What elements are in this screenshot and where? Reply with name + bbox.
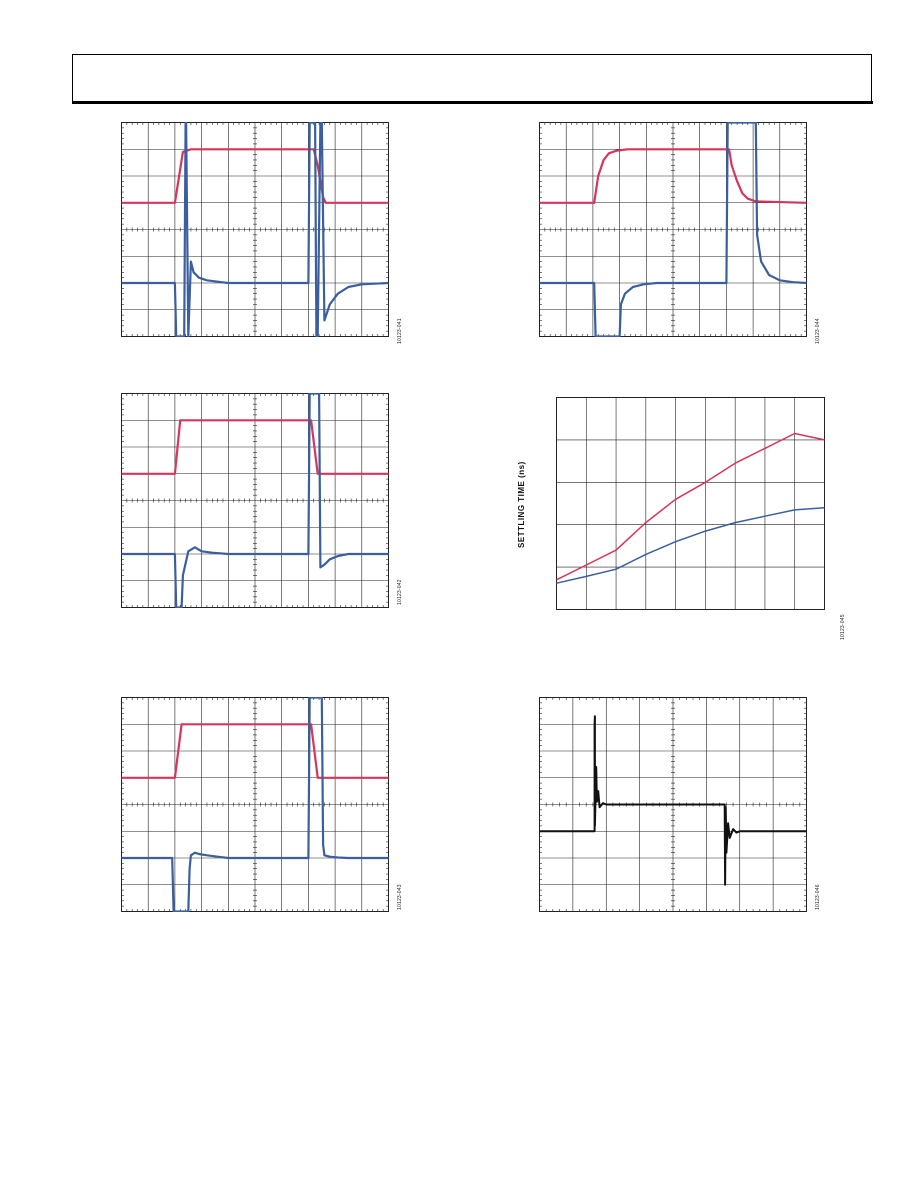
scope-plot-bottom-right <box>539 697 807 912</box>
page-header-rule <box>72 101 873 104</box>
plot-border <box>539 697 807 912</box>
figure-id-6: 10123-046 <box>815 884 821 910</box>
series-line-1 <box>539 148 807 204</box>
series-line-2 <box>556 506 825 584</box>
plot-border <box>556 397 825 610</box>
settling-time-chart <box>556 397 825 610</box>
plot-border <box>121 122 389 337</box>
series-line-2 <box>121 122 389 337</box>
series-line-2 <box>539 122 807 337</box>
figure-id-1: 10123-041 <box>397 318 403 344</box>
scope-plot-top-right <box>539 122 807 337</box>
series-line-2 <box>121 697 389 912</box>
figure-id-2: 10123-042 <box>397 579 403 605</box>
figure-id-3: 10123-043 <box>397 884 403 910</box>
plot-border <box>121 393 389 608</box>
plot-border <box>121 697 389 912</box>
plot-border <box>539 122 807 337</box>
series-line-1 <box>539 715 807 886</box>
figure-id-4: 10123-044 <box>815 318 821 344</box>
settling-time-ylabel: SETTLING TIME (ns) <box>517 461 526 548</box>
scope-plot-bottom-left <box>121 697 389 912</box>
series-line-1 <box>121 723 389 779</box>
page-header-box <box>72 54 872 102</box>
series-line-1 <box>121 148 389 204</box>
figure-id-5: 10123-045 <box>840 614 846 640</box>
scope-plot-top-left <box>121 122 389 337</box>
series-line-2 <box>121 393 389 608</box>
scope-plot-mid-left <box>121 393 389 608</box>
series-line-1 <box>556 432 825 581</box>
series-line-1 <box>121 419 389 475</box>
